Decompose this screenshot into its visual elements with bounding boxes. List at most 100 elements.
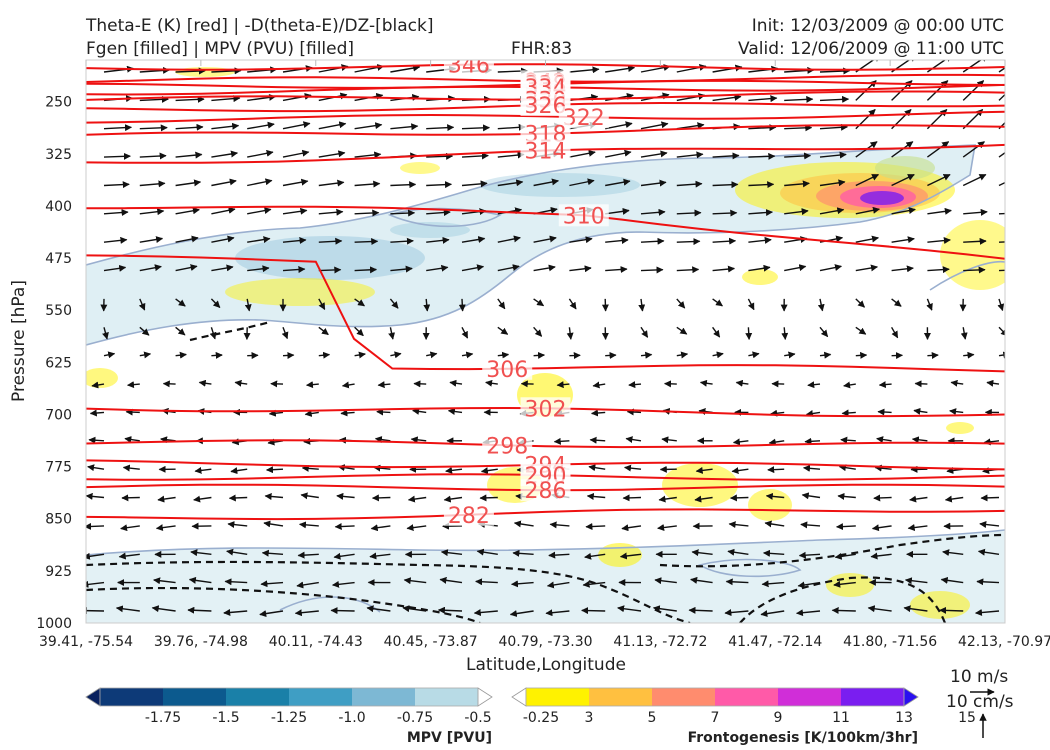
wind-vector — [103, 351, 116, 359]
dtheta-e-dz-contour — [86, 586, 481, 623]
mpv-colorbar-tick: -1.75 — [145, 710, 181, 726]
wind-vector — [998, 269, 1005, 272]
wind-vector — [566, 327, 574, 340]
wind-vector — [652, 605, 677, 613]
wind-vector — [819, 67, 851, 75]
dtheta-e-dz-contour — [189, 320, 271, 342]
wind-vector — [175, 351, 187, 359]
wind-vector — [569, 236, 593, 244]
x-tick-label: 41.47, -72.14 — [728, 634, 822, 650]
wind-vector — [461, 326, 469, 339]
wind-vector — [264, 492, 284, 500]
wind-vector — [732, 438, 749, 446]
wind-vector — [282, 351, 295, 359]
wind-vector — [998, 241, 1005, 243]
wind-vector — [998, 212, 1005, 215]
fgen-colorbar-swatch — [715, 688, 779, 706]
wind-vector — [712, 152, 740, 160]
theta-e-label: 282 — [448, 504, 490, 529]
wind-vector — [640, 326, 649, 338]
wind-vector — [801, 492, 821, 500]
wind-vector — [803, 464, 821, 472]
wind-vector — [226, 548, 248, 556]
wind-vector — [354, 326, 364, 337]
fgen-colorbar-swatch — [841, 688, 905, 706]
wind-vector — [569, 149, 596, 158]
wind-vector — [735, 379, 749, 387]
wind-vector — [533, 264, 556, 272]
wind-vector — [91, 381, 105, 389]
wind-vector — [497, 179, 524, 187]
wind-vector — [676, 238, 701, 246]
wind-vector — [198, 379, 212, 387]
wind-vector — [586, 492, 606, 500]
wind-vector — [748, 95, 778, 103]
wind-vector — [658, 495, 677, 503]
wind-vector — [266, 466, 284, 474]
theta-e-label-bg — [443, 60, 494, 76]
wind-vector — [533, 298, 545, 307]
wind-vector — [676, 298, 686, 309]
wind-vector — [913, 407, 928, 415]
wind-vector — [765, 492, 785, 500]
wind-vector — [449, 379, 463, 387]
wind-vector — [209, 327, 217, 340]
wind-vector — [976, 578, 1000, 586]
wind-scale-horizontal: 10 m/s — [950, 667, 1008, 687]
fgen-colorbar-swatch — [778, 688, 842, 706]
wind-vector — [763, 549, 785, 557]
wind-vector — [998, 93, 1005, 101]
mpv-contour — [86, 529, 1005, 556]
wind-vector — [511, 580, 534, 588]
wind-vector — [878, 381, 892, 389]
mpv-colorbar-title: MPV [PVU] — [407, 730, 492, 746]
filled-region — [400, 162, 440, 174]
wind-vector — [354, 266, 377, 274]
wind-vector — [764, 520, 785, 528]
y-tick-label: 1000 — [36, 616, 72, 632]
wind-vector — [819, 264, 842, 272]
wind-vector — [426, 181, 452, 189]
wind-vector — [426, 124, 455, 132]
wind-vector — [962, 60, 989, 73]
wind-vector — [998, 121, 1005, 130]
wind-vector — [210, 298, 221, 309]
filled-region — [390, 222, 470, 238]
theta-e-label: 346 — [448, 54, 490, 79]
wind-vector — [834, 552, 856, 560]
wind-vector — [318, 150, 346, 158]
filled-region — [860, 191, 904, 205]
x-tick-label: 39.76, -74.98 — [154, 634, 248, 650]
wind-vector — [676, 326, 688, 335]
wind-vector — [796, 609, 821, 617]
wind-vector — [914, 380, 928, 388]
wind-vector — [461, 152, 489, 160]
dtheta-e-dz-contours — [86, 320, 1005, 623]
wind-vector — [805, 410, 821, 417]
wind-vector — [426, 209, 451, 217]
wind-vector — [439, 576, 463, 584]
wind-vector — [426, 236, 450, 244]
wind-vector — [102, 327, 109, 340]
wind-vector — [390, 351, 402, 359]
wind-vector — [390, 209, 416, 217]
wind-vector — [831, 606, 856, 614]
title-line-1: Theta-E (K) [red] | -D(theta-E)/DZ-[blac… — [85, 16, 434, 36]
theta-e-label-bg — [520, 122, 571, 145]
wind-vector — [162, 380, 176, 388]
mpv-colorbar-tick: -0.5 — [464, 710, 491, 726]
mpv-colorbar-tick: -1.5 — [212, 710, 239, 726]
wind-vector — [843, 381, 856, 389]
wind-vector — [545, 609, 570, 617]
wind-vector — [194, 466, 212, 474]
wind-vector — [300, 492, 319, 500]
wind-vector — [676, 266, 700, 274]
fgen-colorbar-tick: 11 — [832, 710, 850, 726]
wind-vector — [712, 93, 742, 102]
wind-vector — [927, 173, 951, 187]
wind-vector — [638, 298, 646, 312]
y-axis-label: Pressure [hPa] — [9, 280, 29, 402]
wind-vector — [569, 265, 592, 273]
wind-vector — [891, 236, 915, 244]
wind-vector — [318, 351, 331, 359]
